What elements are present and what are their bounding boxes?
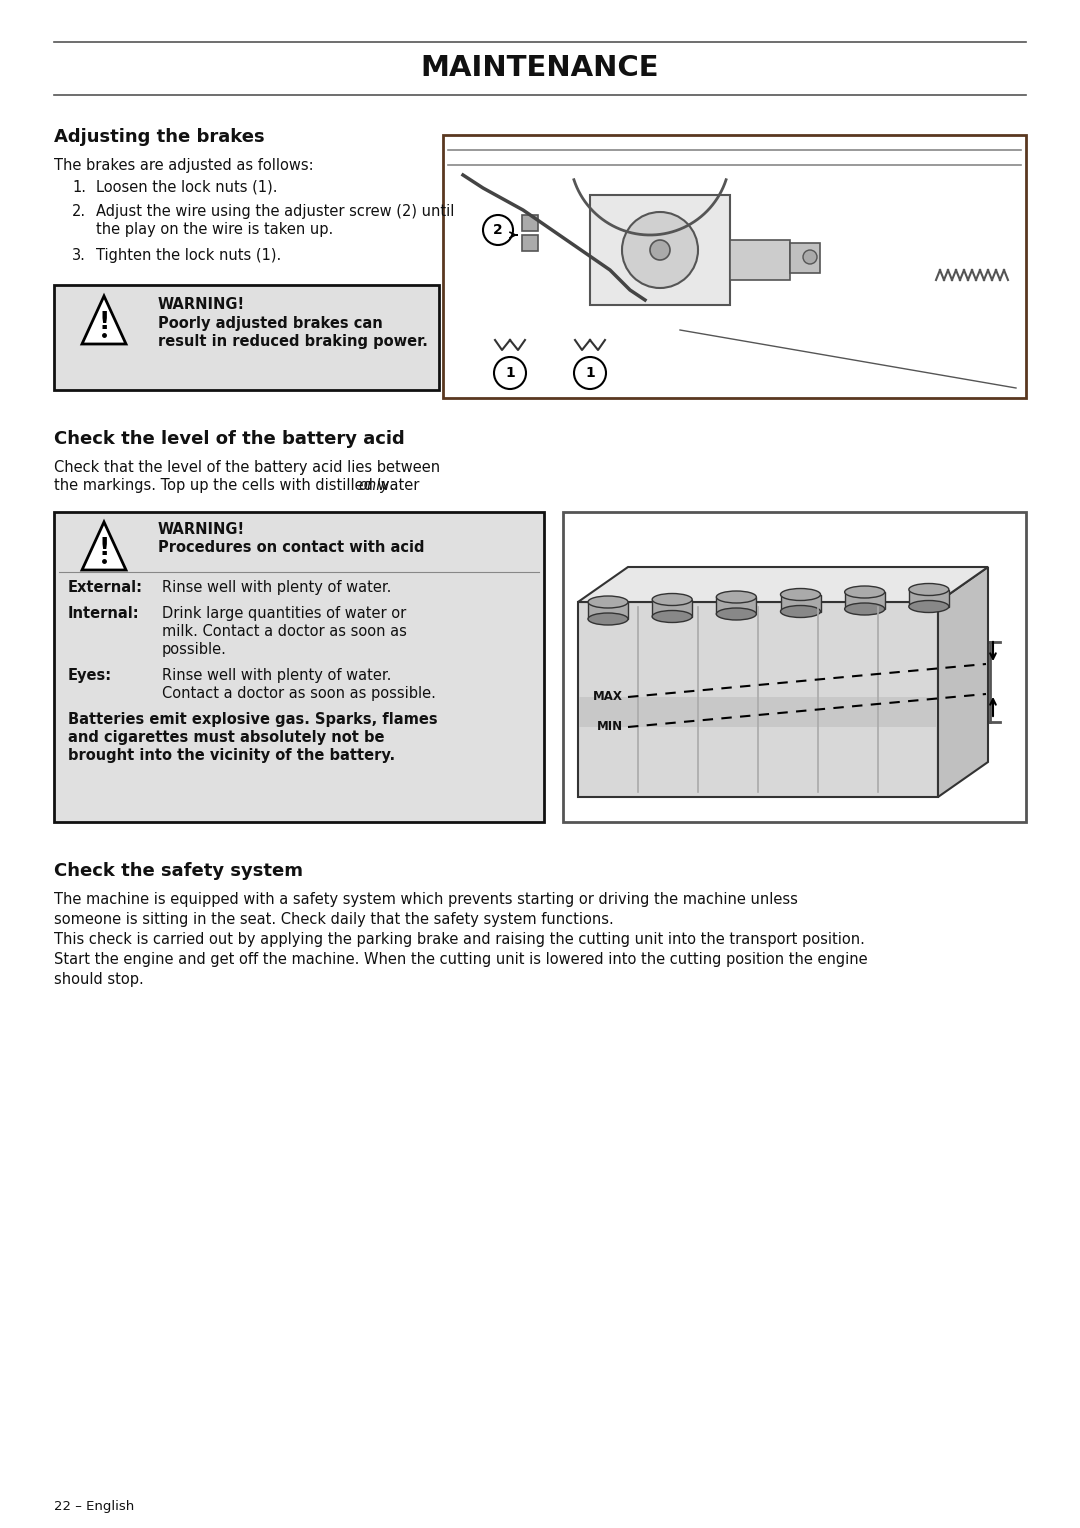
Bar bbox=[54, 512, 544, 822]
Text: The brakes are adjusted as follows:: The brakes are adjusted as follows: bbox=[54, 157, 313, 173]
Circle shape bbox=[622, 212, 698, 287]
Text: Check the safety system: Check the safety system bbox=[54, 862, 303, 880]
Bar bbox=[789, 243, 820, 274]
Text: MAX: MAX bbox=[593, 691, 623, 703]
Text: Rinse well with plenty of water.: Rinse well with plenty of water. bbox=[162, 581, 391, 594]
Ellipse shape bbox=[588, 613, 627, 625]
Text: Check that the level of the battery acid lies between: Check that the level of the battery acid… bbox=[54, 460, 441, 475]
Ellipse shape bbox=[845, 587, 885, 597]
Text: 22 – English: 22 – English bbox=[54, 1500, 134, 1513]
Text: MAINTENANCE: MAINTENANCE bbox=[421, 53, 659, 83]
Ellipse shape bbox=[652, 611, 692, 622]
Text: 1: 1 bbox=[585, 367, 595, 380]
Text: Batteries emit explosive gas. Sparks, flames: Batteries emit explosive gas. Sparks, fl… bbox=[68, 712, 437, 727]
Text: Rinse well with plenty of water.: Rinse well with plenty of water. bbox=[162, 668, 391, 683]
Text: WARNING!: WARNING! bbox=[158, 523, 245, 536]
Text: Contact a doctor as soon as possible.: Contact a doctor as soon as possible. bbox=[162, 686, 436, 701]
Ellipse shape bbox=[909, 601, 949, 613]
Ellipse shape bbox=[781, 605, 821, 617]
Text: !: ! bbox=[98, 310, 110, 335]
Bar bbox=[522, 235, 538, 251]
Circle shape bbox=[650, 240, 670, 260]
Polygon shape bbox=[588, 602, 627, 619]
Ellipse shape bbox=[588, 596, 627, 608]
Text: and cigarettes must absolutely not be: and cigarettes must absolutely not be bbox=[68, 730, 384, 746]
Text: 2: 2 bbox=[494, 223, 503, 237]
Circle shape bbox=[804, 251, 816, 264]
Ellipse shape bbox=[781, 588, 821, 601]
Text: Internal:: Internal: bbox=[68, 607, 139, 620]
Text: 2.: 2. bbox=[72, 205, 86, 219]
Text: MIN: MIN bbox=[597, 721, 623, 733]
Text: Tighten the lock nuts (1).: Tighten the lock nuts (1). bbox=[96, 248, 281, 263]
Text: 1: 1 bbox=[505, 367, 515, 380]
Circle shape bbox=[494, 358, 526, 390]
Text: External:: External: bbox=[68, 581, 143, 594]
Polygon shape bbox=[652, 599, 692, 616]
Polygon shape bbox=[781, 594, 821, 611]
Text: milk. Contact a doctor as soon as: milk. Contact a doctor as soon as bbox=[162, 623, 407, 639]
Text: Drink large quantities of water or: Drink large quantities of water or bbox=[162, 607, 406, 620]
Polygon shape bbox=[82, 523, 126, 570]
Text: This check is carried out by applying the parking brake and raising the cutting : This check is carried out by applying th… bbox=[54, 932, 865, 947]
Circle shape bbox=[573, 358, 606, 390]
Bar bbox=[443, 134, 1026, 397]
Text: Loosen the lock nuts (1).: Loosen the lock nuts (1). bbox=[96, 180, 278, 196]
Text: 3.: 3. bbox=[72, 248, 86, 263]
Text: 1.: 1. bbox=[72, 180, 86, 196]
Bar bbox=[730, 240, 789, 280]
Circle shape bbox=[483, 215, 513, 244]
Ellipse shape bbox=[716, 591, 756, 604]
Bar bbox=[54, 286, 438, 390]
Polygon shape bbox=[578, 567, 988, 602]
Polygon shape bbox=[716, 597, 756, 614]
Text: !: ! bbox=[98, 536, 110, 561]
Ellipse shape bbox=[716, 608, 756, 620]
Text: Start the engine and get off the machine. When the cutting unit is lowered into : Start the engine and get off the machine… bbox=[54, 952, 867, 967]
Text: Eyes:: Eyes: bbox=[68, 668, 112, 683]
Text: Poorly adjusted brakes can: Poorly adjusted brakes can bbox=[158, 316, 382, 332]
Text: should stop.: should stop. bbox=[54, 972, 144, 987]
Text: someone is sitting in the seat. Check daily that the safety system functions.: someone is sitting in the seat. Check da… bbox=[54, 912, 613, 927]
Text: only: only bbox=[357, 478, 389, 494]
Text: Procedures on contact with acid: Procedures on contact with acid bbox=[158, 539, 424, 555]
Bar bbox=[590, 196, 730, 306]
Ellipse shape bbox=[845, 604, 885, 614]
Text: The machine is equipped with a safety system which prevents starting or driving : The machine is equipped with a safety sy… bbox=[54, 892, 798, 908]
Text: Check the level of the battery acid: Check the level of the battery acid bbox=[54, 429, 405, 448]
Bar bbox=[578, 602, 939, 798]
Bar bbox=[563, 512, 1026, 822]
Polygon shape bbox=[909, 590, 949, 607]
Text: Adjust the wire using the adjuster screw (2) until: Adjust the wire using the adjuster screw… bbox=[96, 205, 455, 219]
Text: possible.: possible. bbox=[162, 642, 227, 657]
Polygon shape bbox=[82, 296, 126, 344]
Polygon shape bbox=[845, 591, 885, 610]
Text: WARNING!: WARNING! bbox=[158, 296, 245, 312]
Text: Adjusting the brakes: Adjusting the brakes bbox=[54, 128, 265, 147]
Bar bbox=[579, 697, 937, 727]
Ellipse shape bbox=[909, 584, 949, 596]
Text: the markings. Top up the cells with distilled water: the markings. Top up the cells with dist… bbox=[54, 478, 419, 494]
Ellipse shape bbox=[652, 593, 692, 605]
Text: result in reduced braking power.: result in reduced braking power. bbox=[158, 335, 428, 348]
Text: the play on the wire is taken up.: the play on the wire is taken up. bbox=[96, 222, 334, 237]
Text: .: . bbox=[389, 478, 394, 494]
Bar bbox=[522, 215, 538, 231]
Polygon shape bbox=[939, 567, 988, 798]
Text: brought into the vicinity of the battery.: brought into the vicinity of the battery… bbox=[68, 749, 395, 762]
